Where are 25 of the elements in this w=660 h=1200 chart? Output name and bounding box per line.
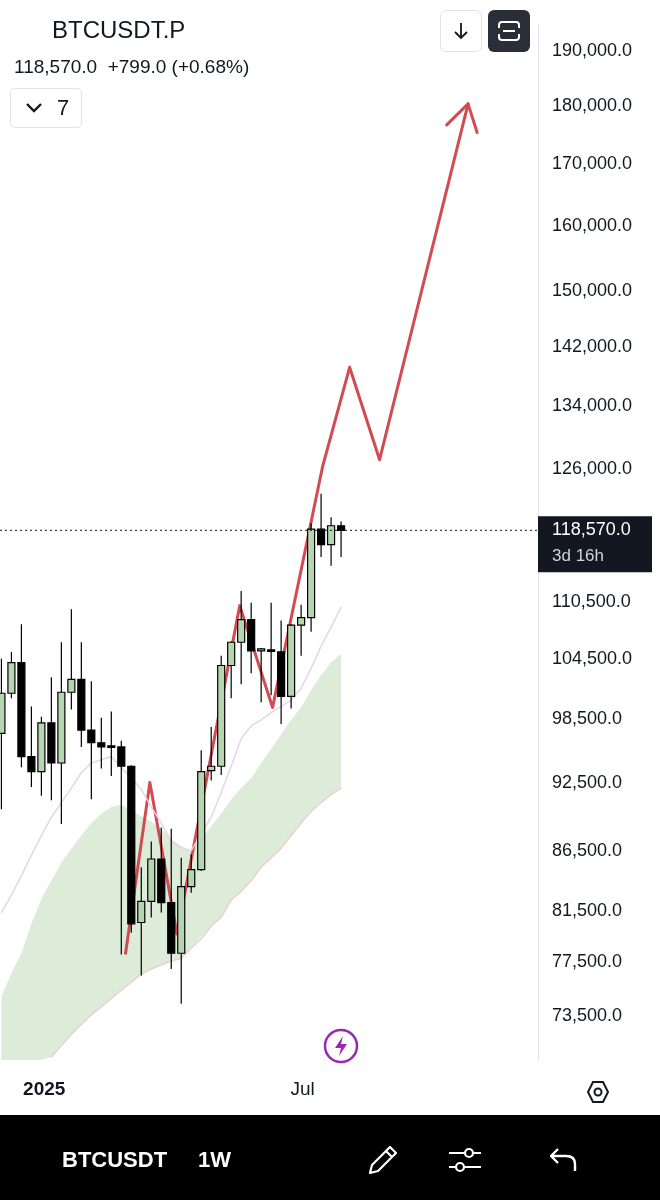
y-tick-label: 98,500.0 xyxy=(552,707,623,728)
y-tick-label: 160,000.0 xyxy=(552,214,633,235)
y-tick-label: 134,000.0 xyxy=(552,394,633,415)
x-tick-label: Jul xyxy=(290,1077,315,1099)
annotation: 7 xyxy=(57,95,70,121)
y-tick-label: 142,000.0 xyxy=(552,336,633,357)
x-tick-label: 2025 xyxy=(23,1077,66,1099)
y-tick-label: 92,500.0 xyxy=(552,771,623,792)
text: 1W xyxy=(198,1147,231,1173)
chart-title: BTCUSDT.P xyxy=(52,16,186,44)
text: BTCUSDT xyxy=(62,1147,168,1173)
y-tick-label: 86,500.0 xyxy=(552,839,623,860)
y-tick-label: 81,500.0 xyxy=(552,900,623,921)
y-tick-label: 126,000.0 xyxy=(552,457,633,478)
y-tick-label: 104,500.0 xyxy=(552,647,633,668)
y-tick-label: 170,000.0 xyxy=(552,153,633,174)
text: 118,570.0 +799.0 (+0.68%) xyxy=(14,56,250,78)
y-tick-label: 110,500.0 xyxy=(552,590,631,611)
y-tick-label: 150,000.0 xyxy=(552,280,633,301)
y-tick-label: 73,500.0 xyxy=(552,1005,623,1026)
y-tick-label: 77,500.0 xyxy=(552,951,623,972)
y-tick-label: 180,000.0 xyxy=(552,95,633,116)
y-tick-label: 190,000.0 xyxy=(552,40,633,61)
ref-line-label: 118,570.0 xyxy=(552,519,631,540)
text: 3d 16h xyxy=(552,545,604,565)
